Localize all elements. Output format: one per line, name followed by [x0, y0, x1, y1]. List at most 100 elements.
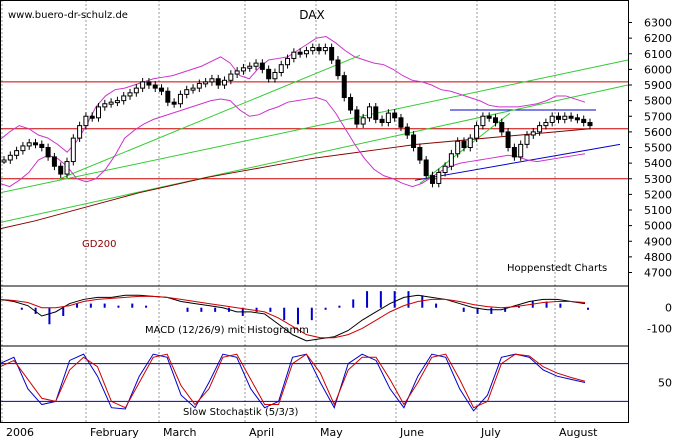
candle-body: [474, 125, 480, 139]
candle-body: [568, 115, 574, 119]
candle-body: [114, 100, 120, 104]
candle-body: [83, 115, 89, 127]
macd-signal-line: [0, 295, 586, 339]
candle-body: [291, 51, 297, 59]
y-tick-label: 5200: [644, 188, 672, 201]
candle-body: [429, 175, 435, 184]
y-tick-label: 5100: [644, 204, 672, 217]
candle-body: [247, 65, 253, 69]
candle-body: [196, 82, 202, 89]
candle-body: [480, 115, 486, 127]
candle-body: [379, 118, 385, 123]
y-tick-label: 5700: [644, 110, 672, 123]
price-panel: [0, 36, 629, 230]
candle-body: [184, 89, 190, 95]
candle-body: [89, 115, 95, 119]
y-tick-label: 5500: [644, 142, 672, 155]
candle-body: [228, 73, 234, 81]
y-tick-label: 6100: [644, 48, 672, 61]
text-layer: www.buero-dr-schulz.de DAX Hoppenstedt C…: [8, 8, 607, 418]
candle-body: [7, 154, 13, 161]
candle-body: [549, 115, 555, 123]
candle-body: [329, 47, 335, 61]
candle-body: [234, 70, 240, 75]
candle-body: [455, 140, 461, 155]
stoch-k-line: [0, 353, 586, 412]
trend-line-july: [419, 112, 511, 184]
candle-body: [259, 62, 265, 70]
gd200-line: [0, 128, 591, 230]
stoch-y-tick-label: 50: [658, 377, 672, 390]
gd200-label: GD200: [82, 239, 117, 250]
candle-body: [537, 125, 543, 133]
macd-line: [0, 294, 586, 342]
macd-label: MACD (12/26/9) mit Histogramm: [145, 325, 309, 336]
candle-body: [555, 115, 561, 120]
candle-body: [253, 62, 259, 67]
x-tick-label: August: [559, 426, 598, 439]
channel-line: [414, 143, 621, 181]
chart-title: DAX: [299, 8, 324, 22]
candle-body: [360, 117, 366, 125]
candle-body: [436, 172, 442, 184]
candle-body: [20, 145, 26, 152]
candle-body: [398, 117, 404, 128]
candle-body: [385, 112, 391, 123]
candle-body: [574, 117, 580, 121]
y-tick-label: 6300: [644, 17, 672, 30]
candle-body: [335, 59, 341, 77]
candle-body: [171, 101, 177, 105]
trend-line: [0, 84, 629, 223]
candle-body: [442, 165, 448, 173]
candle-body: [423, 159, 429, 177]
y-tick-label: 6200: [644, 32, 672, 45]
candle-body: [285, 57, 291, 66]
y-tick-label: 5300: [644, 173, 672, 186]
watermark-text: www.buero-dr-schulz.de: [8, 10, 128, 21]
candle-body: [26, 142, 32, 147]
candle-body: [518, 143, 524, 158]
y-tick-label: 5800: [644, 95, 672, 108]
x-tick-label: 2006: [6, 426, 34, 439]
stochastic-label: Slow Stochastik (5/3/3): [183, 407, 299, 418]
stochastic-panel: [0, 353, 628, 412]
candle-body: [140, 81, 146, 89]
candle-body: [461, 140, 467, 148]
candle-body: [297, 51, 303, 55]
candle-body: [77, 125, 83, 139]
x-tick-label: March: [163, 426, 197, 439]
candle-body: [1, 159, 7, 163]
x-tick-label: February: [90, 426, 139, 439]
candle-body: [102, 103, 108, 108]
candle-body: [58, 165, 64, 175]
source-label: Hoppenstedt Charts: [507, 263, 607, 274]
candle-body: [486, 115, 492, 119]
y-tick-label: 4700: [644, 267, 672, 280]
candle-body: [505, 131, 511, 148]
y-tick-label: 6000: [644, 63, 672, 76]
x-tick-label: May: [320, 426, 343, 439]
candle-body: [70, 137, 76, 163]
candle-body: [467, 137, 473, 148]
candle-body: [581, 118, 587, 123]
y-tick-label: 4900: [644, 235, 672, 248]
trend-line: [0, 59, 629, 194]
candle-body: [108, 101, 114, 105]
candle-body: [165, 90, 171, 103]
x-tick-label: April: [249, 426, 274, 439]
candle-body: [404, 126, 410, 136]
candle-body: [448, 153, 454, 167]
y-tick-label: 5000: [644, 220, 672, 233]
candle-body: [146, 81, 152, 86]
candle-body: [587, 122, 593, 127]
candle-body: [348, 97, 354, 111]
candle-body: [266, 68, 272, 80]
candle-body: [322, 47, 328, 52]
x-tick-label: July: [480, 426, 501, 439]
candle-body: [392, 112, 398, 119]
candle-body: [215, 78, 221, 86]
candle-body: [543, 122, 549, 127]
